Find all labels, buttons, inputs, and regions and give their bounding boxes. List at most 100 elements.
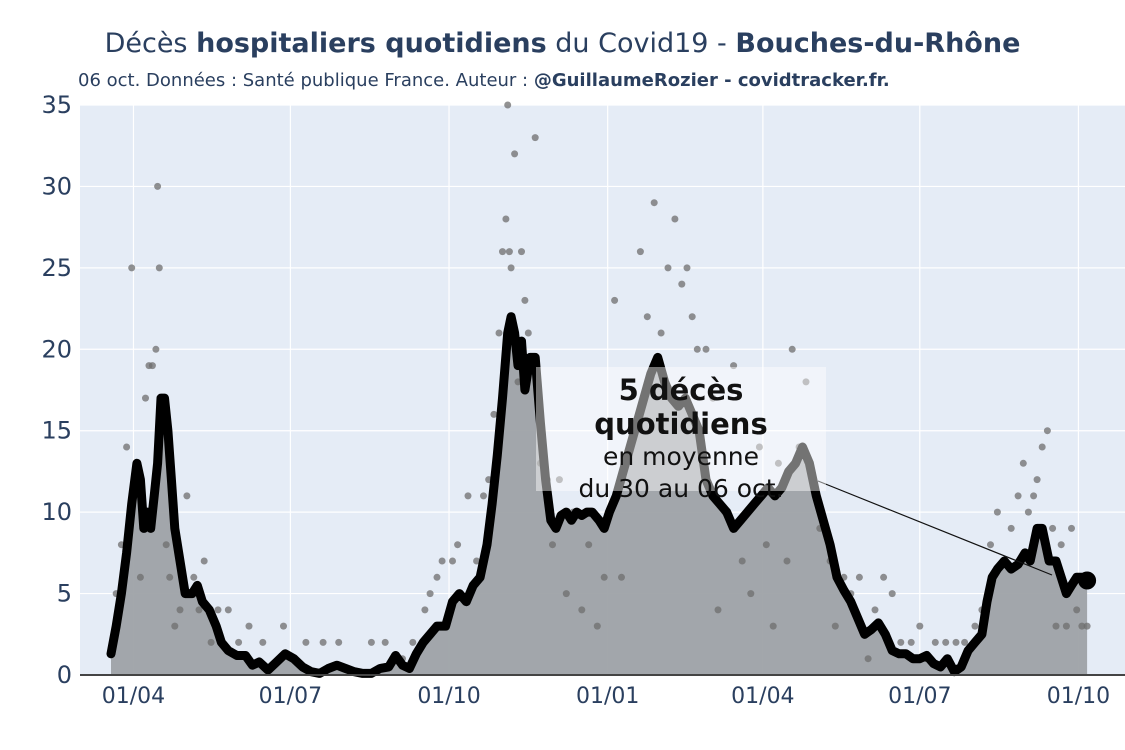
daily-point xyxy=(171,622,179,630)
daily-point xyxy=(473,557,481,565)
daily-point xyxy=(162,541,170,549)
daily-point xyxy=(1057,541,1065,549)
title-part: du Covid19 - xyxy=(546,28,736,59)
daily-point xyxy=(562,590,570,598)
daily-point xyxy=(618,573,625,581)
x-axis: 01/04 01/07 01/10 01/01 01/04 01/07 01/10 xyxy=(102,684,1110,709)
daily-point xyxy=(931,638,939,646)
daily-point xyxy=(942,638,950,646)
daily-point xyxy=(774,459,782,467)
daily-point xyxy=(1014,492,1022,500)
daily-point xyxy=(504,101,512,109)
daily-point xyxy=(207,638,215,646)
daily-point xyxy=(855,573,863,581)
daily-point xyxy=(490,410,498,418)
daily-point xyxy=(730,362,738,370)
daily-point xyxy=(381,638,389,646)
chart-title: Décès hospitaliers quotidiens du Covid19… xyxy=(0,28,1125,59)
daily-point xyxy=(524,329,532,337)
average-line xyxy=(106,312,1092,678)
x-tick-label: 01/01 xyxy=(576,684,639,709)
daily-point xyxy=(176,606,184,614)
x-tick-label: 01/07 xyxy=(259,684,322,709)
daily-point xyxy=(1062,622,1070,630)
daily-point xyxy=(190,573,198,581)
daily-point xyxy=(335,638,343,646)
daily-point xyxy=(555,476,563,484)
daily-point xyxy=(1052,622,1060,630)
daily-point xyxy=(880,573,888,581)
daily-point xyxy=(136,573,144,581)
daily-point xyxy=(664,264,672,272)
daily-point xyxy=(319,638,327,646)
daily-point xyxy=(245,622,253,630)
x-tick-label: 01/04 xyxy=(102,684,165,709)
daily-point xyxy=(987,541,994,549)
daily-point xyxy=(593,622,601,630)
daily-point xyxy=(1049,524,1057,532)
daily-point xyxy=(831,622,839,630)
daily-point xyxy=(788,345,796,353)
daily-point xyxy=(464,492,472,500)
daily-point xyxy=(507,264,515,272)
daily-point xyxy=(888,590,896,598)
subtitle-author: @GuillaumeRozier - covidtracker.fr. xyxy=(533,70,890,91)
y-tick-label: 30 xyxy=(41,172,72,200)
daily-point xyxy=(421,606,429,614)
average-area xyxy=(111,316,1088,675)
daily-point xyxy=(762,541,770,549)
daily-point xyxy=(657,329,665,337)
title-region: Bouches-du-Rhône xyxy=(735,28,1021,59)
daily-point xyxy=(224,606,232,614)
x-tick-label: 01/07 xyxy=(888,684,951,709)
daily-point xyxy=(897,638,905,646)
daily-point xyxy=(214,606,222,614)
daily-point xyxy=(738,557,746,565)
daily-point xyxy=(709,394,717,402)
y-tick-label: 35 xyxy=(41,91,72,119)
daily-point xyxy=(600,573,608,581)
daily-point xyxy=(166,573,174,581)
daily-point xyxy=(235,638,243,646)
daily-point xyxy=(1078,622,1086,630)
daily-point xyxy=(1024,508,1032,516)
daily-point xyxy=(148,362,156,370)
daily-point xyxy=(183,492,191,500)
daily-point xyxy=(688,313,696,321)
x-tick-label: 01/10 xyxy=(417,684,480,709)
daily-point xyxy=(152,345,160,353)
daily-point xyxy=(1030,492,1038,500)
daily-point xyxy=(518,248,525,256)
daily-point xyxy=(769,622,777,630)
annotation-headline: 5 décès quotidiens xyxy=(594,373,768,441)
daily-point xyxy=(426,590,434,598)
daily-point xyxy=(578,606,586,614)
last-value-marker xyxy=(1078,571,1097,590)
daily-point xyxy=(714,606,722,614)
daily-point xyxy=(495,329,503,337)
daily-point xyxy=(864,655,872,663)
daily-point xyxy=(1083,622,1091,630)
daily-point xyxy=(128,264,136,272)
chart-subtitle: 06 oct. Données : Santé publique France.… xyxy=(78,70,890,91)
x-tick-label: 01/04 xyxy=(731,684,794,709)
title-emphasis: hospitaliers quotidiens xyxy=(196,28,547,59)
daily-point xyxy=(916,622,924,630)
annotation-box: 5 décès quotidiens en moyenne du 30 au 0… xyxy=(536,367,826,503)
daily-point xyxy=(200,557,208,565)
daily-point xyxy=(671,215,679,223)
daily-point xyxy=(961,638,969,646)
y-tick-label: 0 xyxy=(57,661,72,689)
daily-point xyxy=(1019,459,1027,467)
daily-point xyxy=(683,264,691,272)
daily-point xyxy=(1073,606,1081,614)
daily-point xyxy=(367,638,375,646)
daily-point xyxy=(511,150,519,158)
daily-point xyxy=(433,573,441,581)
daily-point xyxy=(123,443,131,451)
daily-point xyxy=(783,557,791,565)
daily-point xyxy=(971,622,979,630)
y-tick-label: 25 xyxy=(41,254,72,282)
daily-point xyxy=(259,638,267,646)
